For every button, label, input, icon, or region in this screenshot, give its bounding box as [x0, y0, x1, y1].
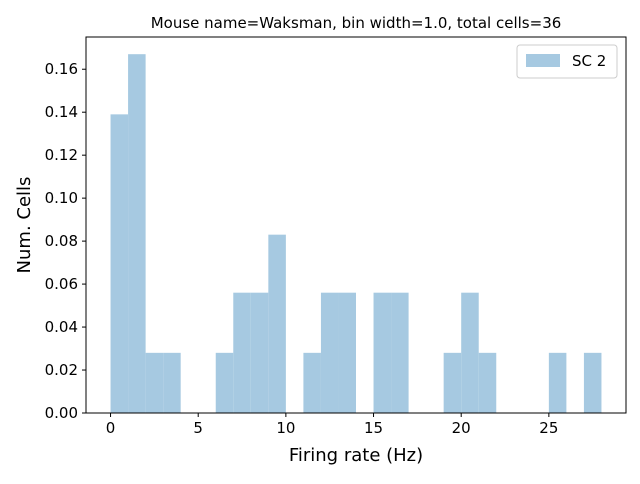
- x-tick-label: 25: [539, 419, 558, 437]
- axes-layer: 0 5 10 15 20 25 0.00 0.02 0.04 0.06 0.08 0.10 0.12 0.…: [45, 36, 627, 437]
- x-tick-label: 10: [276, 419, 295, 437]
- x-tick-label: 15: [364, 419, 383, 437]
- histogram-bar: [478, 352, 497, 413]
- legend-label-sc-2: SC 2: [572, 52, 606, 70]
- histogram-bar: [548, 352, 567, 413]
- histogram-bar: [110, 114, 129, 413]
- histogram-bar: [163, 352, 181, 413]
- histogram-bar: [268, 234, 286, 413]
- histogram-bar: [443, 352, 462, 413]
- histogram-bar: [391, 292, 409, 413]
- x-axis-label: Firing rate (Hz): [289, 445, 423, 466]
- histogram-bar: [145, 352, 164, 413]
- plot-frame: [85, 36, 627, 414]
- histogram-bar: [215, 352, 234, 413]
- y-tick-label: 0.14: [45, 103, 78, 121]
- x-tick-label: 0: [106, 419, 116, 437]
- chart-title: Mouse name=Waksman, bin width=1.0, total…: [151, 14, 562, 32]
- histogram-bar: [233, 292, 251, 413]
- legend: SC 2: [516, 44, 618, 79]
- histogram-bar: [128, 54, 146, 414]
- histogram-bar: [583, 352, 602, 413]
- y-tick-label: 0.12: [45, 146, 78, 164]
- y-tick-label: 0.06: [45, 275, 78, 293]
- histogram-bar: [250, 292, 269, 413]
- y-tick-label: 0.04: [45, 318, 78, 336]
- y-tick-label: 0.00: [45, 404, 78, 422]
- bars-layer: [110, 54, 602, 414]
- y-tick-label: 0.10: [45, 189, 78, 207]
- histogram-bar: [461, 292, 479, 413]
- x-tick-label: 20: [452, 419, 471, 437]
- histogram-bar: [338, 292, 356, 413]
- histogram-bar: [303, 352, 321, 413]
- histogram-bar: [320, 292, 339, 413]
- legend-swatch-sc-2: [526, 54, 560, 67]
- x-tick-label: 5: [193, 419, 203, 437]
- histogram-bar: [373, 292, 392, 413]
- y-tick-label: 0.08: [45, 232, 78, 250]
- y-tick-label: 0.02: [45, 361, 78, 379]
- legend-frame: [516, 44, 618, 79]
- y-axis-label: Num. Cells: [14, 177, 35, 274]
- y-tick-label: 0.16: [45, 60, 78, 78]
